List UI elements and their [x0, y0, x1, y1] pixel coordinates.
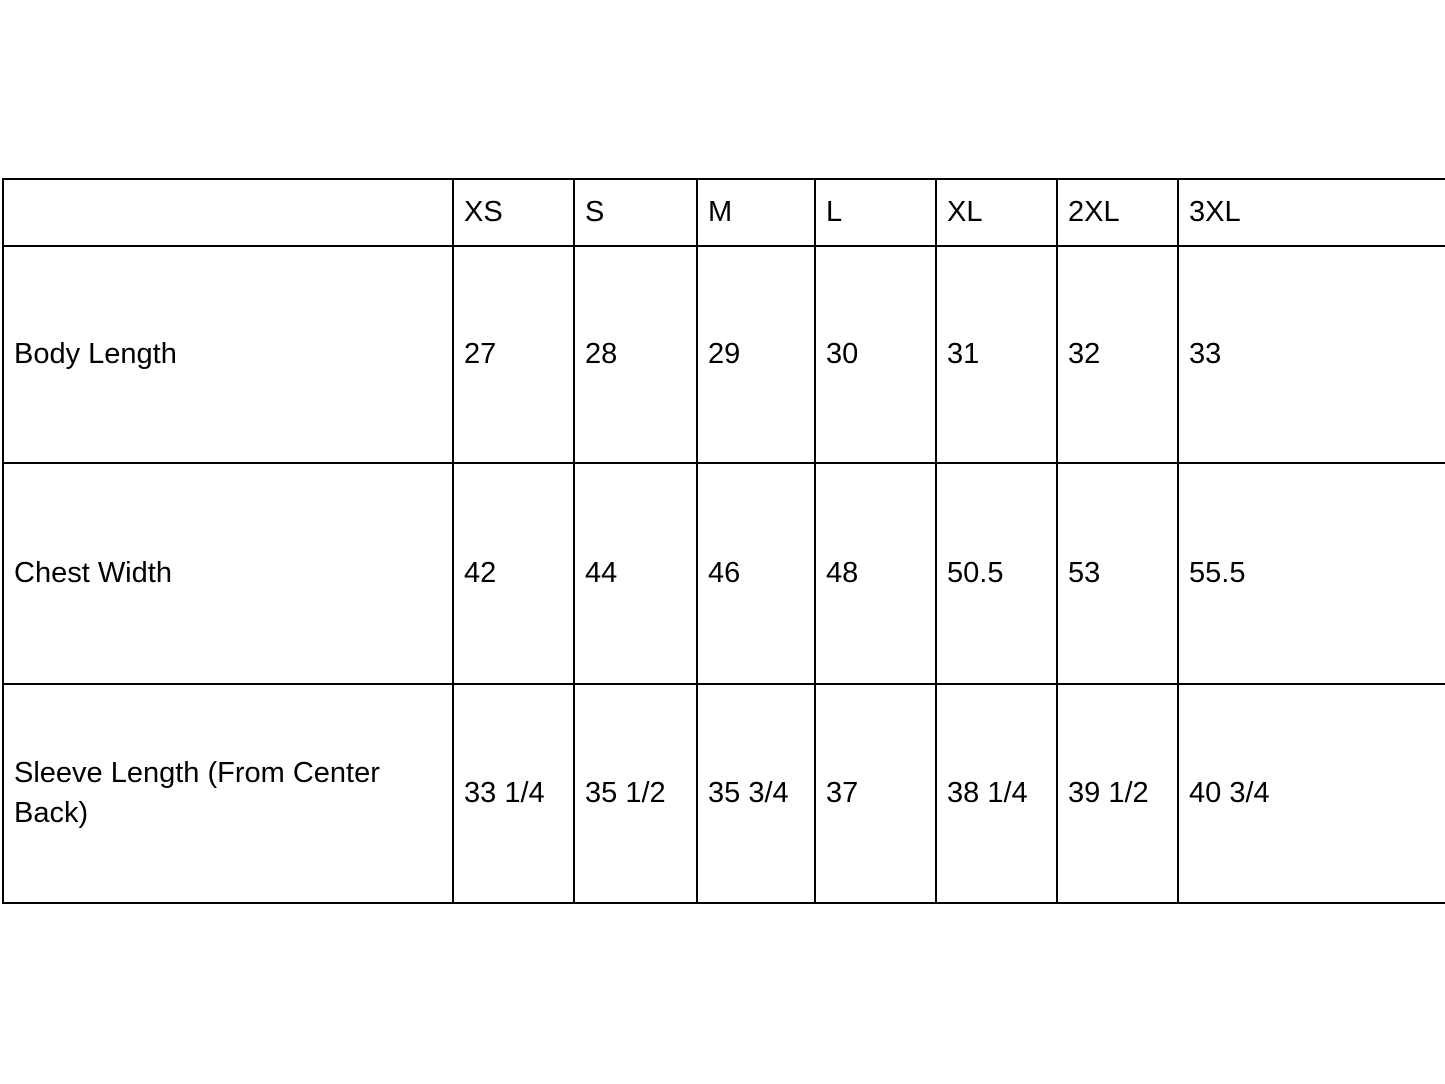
table-cell: 33 1/4: [452, 683, 575, 904]
table-cell: 37: [814, 683, 937, 904]
table-cell: 27: [452, 245, 575, 464]
table-cell: 42: [452, 462, 575, 685]
header-cell-m: M: [696, 178, 816, 247]
header-cell-s: S: [573, 178, 698, 247]
table-row-body-length: Body Length 27 28 29 30 31 32 33: [2, 245, 1445, 464]
table-cell: 55.5: [1177, 462, 1445, 685]
table-cell: 28: [573, 245, 698, 464]
table-row-chest-width: Chest Width 42 44 46 48 50.5 53 55.5: [2, 462, 1445, 685]
header-cell-xl: XL: [935, 178, 1058, 247]
table-cell: 33: [1177, 245, 1445, 464]
table-header-row: XS S M L XL 2XL 3XL: [2, 178, 1445, 247]
header-cell-3xl: 3XL: [1177, 178, 1445, 247]
header-cell-l: L: [814, 178, 937, 247]
table-cell: 53: [1056, 462, 1179, 685]
table-row-sleeve-length: Sleeve Length (From Center Back) 33 1/4 …: [2, 683, 1445, 904]
header-cell-xs: XS: [452, 178, 575, 247]
header-cell-empty: [2, 178, 454, 247]
table-cell: 39 1/2: [1056, 683, 1179, 904]
size-chart-table: XS S M L XL 2XL 3XL Body Length 27 28 29…: [2, 178, 1445, 904]
table-cell: 32: [1056, 245, 1179, 464]
header-cell-2xl: 2XL: [1056, 178, 1179, 247]
row-label: Sleeve Length (From Center Back): [2, 683, 454, 904]
table-cell: 38 1/4: [935, 683, 1058, 904]
table-cell: 48: [814, 462, 937, 685]
table-cell: 44: [573, 462, 698, 685]
table-cell: 40 3/4: [1177, 683, 1445, 904]
table-cell: 30: [814, 245, 937, 464]
row-label: Chest Width: [2, 462, 454, 685]
table-cell: 35 3/4: [696, 683, 816, 904]
table-cell: 35 1/2: [573, 683, 698, 904]
table-cell: 31: [935, 245, 1058, 464]
table-cell: 50.5: [935, 462, 1058, 685]
table-cell: 29: [696, 245, 816, 464]
table-cell: 46: [696, 462, 816, 685]
row-label: Body Length: [2, 245, 454, 464]
